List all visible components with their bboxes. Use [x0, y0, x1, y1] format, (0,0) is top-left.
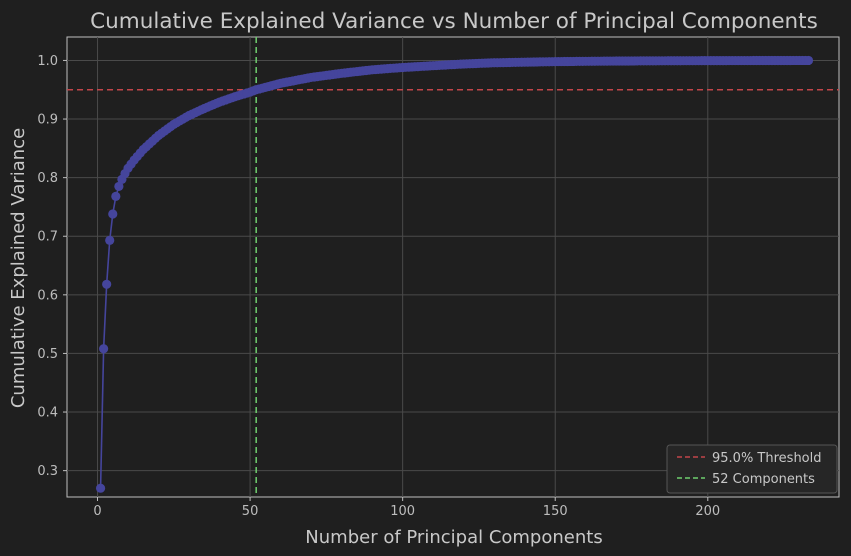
data-point: [803, 55, 814, 66]
legend-threshold-label: 95.0% Threshold: [712, 451, 822, 466]
y-axis-title: Cumulative Explained Variance: [8, 128, 29, 408]
data-point: [95, 483, 106, 493]
x-tick-label: 150: [543, 504, 568, 519]
legend: 95.0% Threshold 52 Components: [666, 444, 838, 494]
data-point: [108, 209, 118, 219]
plot-area: [66, 36, 840, 498]
y-axis-ticks: 0.3 0.4 0.5 0.6 0.7 0.8 0.9 1.0: [37, 54, 67, 479]
y-tick-label: 0.8: [37, 171, 58, 186]
x-tick-label: 50: [242, 504, 259, 519]
legend-components-label: 52 Components: [712, 472, 815, 487]
y-tick-label: 0.6: [37, 288, 58, 303]
legend-box: [666, 444, 838, 494]
data-point: [102, 279, 112, 289]
reference-lines: [67, 37, 839, 497]
chart-title: Cumulative Explained Variance vs Number …: [90, 9, 818, 34]
x-tick-label: 0: [93, 504, 101, 519]
grid-lines: [67, 37, 839, 497]
plot-frame: [66, 36, 840, 498]
data-point: [111, 191, 121, 201]
x-tick-label: 200: [695, 504, 720, 519]
data-point: [105, 235, 115, 245]
y-tick-label: 1.0: [37, 54, 58, 69]
data-point: [99, 344, 109, 354]
y-tick-label: 0.5: [37, 347, 58, 362]
x-axis-ticks: 0 50 100 150 200: [93, 497, 720, 519]
data-point: [114, 181, 124, 192]
x-tick-label: 100: [390, 504, 415, 519]
y-tick-label: 0.3: [37, 464, 58, 479]
y-tick-label: 0.9: [37, 113, 58, 128]
y-tick-label: 0.4: [37, 406, 58, 421]
variance-series: [95, 55, 814, 493]
y-tick-label: 0.7: [37, 230, 58, 245]
x-axis-title: Number of Principal Components: [305, 527, 602, 548]
